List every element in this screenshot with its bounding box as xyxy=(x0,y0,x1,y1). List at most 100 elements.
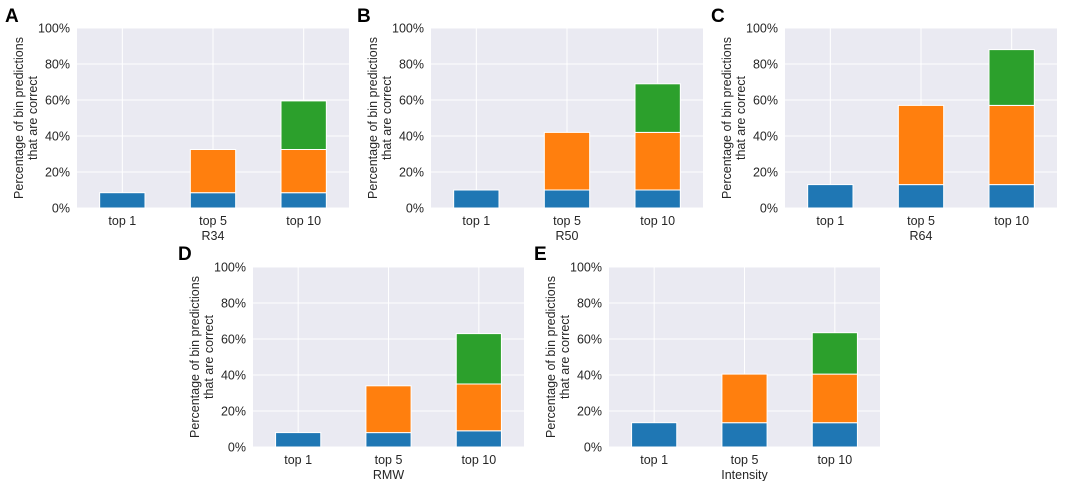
panel-e-bar-3 xyxy=(811,332,858,375)
panel-c-ylabel-line: that are correct xyxy=(734,75,748,160)
panel-b-ytick-label: 100% xyxy=(392,22,424,36)
panel-a-bar-3 xyxy=(280,100,327,150)
panel-c-bar-2 xyxy=(897,104,945,186)
panel-e-xtick-label: top 10 xyxy=(817,453,852,467)
panel-c-ytick-label: 40% xyxy=(753,130,778,144)
panel-a-ytick-label: 60% xyxy=(45,94,70,108)
panel-b-bar-1 xyxy=(634,189,681,209)
panel-b-ylabel: Percentage of bin predictionsthat are co… xyxy=(366,37,394,199)
panel-b-bar-1 xyxy=(453,189,500,209)
panel-d-bar-1 xyxy=(365,432,412,448)
panel-b-ytick-label: 60% xyxy=(399,94,424,108)
panel-e-xtick-label: top 5 xyxy=(731,453,759,467)
panel-c-bar-1 xyxy=(988,184,1035,209)
panel-e-xlabel: Intensity xyxy=(721,468,768,481)
panel-d-bar-2 xyxy=(365,385,412,434)
panel-e-bar-1 xyxy=(811,422,858,448)
panel-e-ytick-label: 0% xyxy=(584,441,602,455)
panel-c-xtick-label: top 5 xyxy=(907,214,935,228)
panel-a-xlabel: R34 xyxy=(202,229,225,243)
panel-c-bar-1 xyxy=(897,184,945,209)
panel-d-xtick-label: top 1 xyxy=(284,453,312,467)
panel-d-bar-1 xyxy=(275,432,322,448)
panel-a-ytick-label: 40% xyxy=(45,130,70,144)
panel-a-ytick-label: 80% xyxy=(45,58,70,72)
panel-a-ytick-label: 0% xyxy=(52,202,70,216)
panel-a-bar-2 xyxy=(189,149,237,194)
panel-b-bar-2 xyxy=(543,131,591,191)
panel-e-ytick-label: 60% xyxy=(577,333,602,347)
panel-a-bar-2 xyxy=(280,149,327,194)
panel-d-xlabel: RMW xyxy=(373,468,404,481)
panel-d-ylabel-line: Percentage of bin predictions xyxy=(188,276,202,438)
panel-a-ytick-label: 100% xyxy=(38,22,70,36)
panel-b-ytick-label: 0% xyxy=(406,202,424,216)
panel-a-bar-1 xyxy=(99,192,146,209)
panel-e-bar-2 xyxy=(811,373,858,424)
panel-c-ytick-label: 60% xyxy=(753,94,778,108)
panel-d-ytick-label: 20% xyxy=(221,405,246,419)
panel-d-ylabel: Percentage of bin predictionsthat are co… xyxy=(188,276,216,438)
panel-d-ytick-label: 80% xyxy=(221,297,246,311)
panel-e-bar-1 xyxy=(631,422,678,448)
panel-e-bar-2 xyxy=(721,373,768,424)
panel-c-ytick-label: 80% xyxy=(753,58,778,72)
panel-b-bar-1 xyxy=(543,189,591,209)
panel-d-ytick-label: 0% xyxy=(228,441,246,455)
panel-d-ylabel-line: that are correct xyxy=(202,314,216,399)
panel-a-xtick-label: top 1 xyxy=(108,214,136,228)
panel-e-ylabel: Percentage of bin predictionsthat are co… xyxy=(544,276,572,438)
panel-d-xtick-label: top 5 xyxy=(375,453,403,467)
panel-b-ylabel-line: that are correct xyxy=(380,75,394,160)
panel-a-ytick-label: 20% xyxy=(45,166,70,180)
panel-c-xtick-label: top 10 xyxy=(994,214,1029,228)
panel-c-ylabel: Percentage of bin predictionsthat are co… xyxy=(720,37,748,199)
panel-a-xtick-label: top 10 xyxy=(286,214,321,228)
panel-a-ylabel: Percentage of bin predictionsthat are co… xyxy=(12,37,40,199)
panel-d-bar-1 xyxy=(455,430,502,448)
panel-c-ylabel-line: Percentage of bin predictions xyxy=(720,37,734,199)
panel-a-ylabel-line: Percentage of bin predictions xyxy=(12,37,26,199)
panel-d-ytick-label: 60% xyxy=(221,333,246,347)
panel-c-xlabel: R64 xyxy=(910,229,933,243)
panel-b-letter: B xyxy=(357,6,371,27)
panel-e-letter: E xyxy=(534,244,547,265)
panel-e-ytick-label: 100% xyxy=(570,261,602,275)
panel-c-ytick-label: 20% xyxy=(753,166,778,180)
panel-e-ytick-label: 80% xyxy=(577,297,602,311)
panel-d-bar-2 xyxy=(455,383,502,432)
panel-e-ylabel-line: that are correct xyxy=(558,314,572,399)
panel-b-xtick-label: top 5 xyxy=(553,214,581,228)
panel-c-letter: C xyxy=(711,6,725,27)
panel-b-ytick-label: 80% xyxy=(399,58,424,72)
panel-d-xtick-label: top 10 xyxy=(461,453,496,467)
panel-c-ytick-label: 0% xyxy=(760,202,778,216)
panel-e-ytick-label: 40% xyxy=(577,369,602,383)
panel-d-ytick-label: 40% xyxy=(221,369,246,383)
panel-e-bar-1 xyxy=(721,422,768,448)
panel-a-bar-1 xyxy=(189,192,237,209)
panel-e-ylabel-line: Percentage of bin predictions xyxy=(544,276,558,438)
panel-c-ytick-label: 100% xyxy=(746,22,778,36)
panel-b-xtick-label: top 1 xyxy=(462,214,490,228)
panel-e-ytick-label: 20% xyxy=(577,405,602,419)
panel-b-bar-2 xyxy=(634,131,681,191)
panel-b-bar-3 xyxy=(634,83,681,133)
panel-a-xtick-label: top 5 xyxy=(199,214,227,228)
panel-c-bar-3 xyxy=(988,49,1035,106)
panel-b-xtick-label: top 10 xyxy=(640,214,675,228)
panel-d-ytick-label: 100% xyxy=(214,261,246,275)
panel-d-bar-3 xyxy=(455,333,502,385)
panel-d-letter: D xyxy=(178,244,192,265)
panel-c-bar-1 xyxy=(807,184,854,209)
panel-c-bar-2 xyxy=(988,104,1035,186)
panel-a-bar-1 xyxy=(280,192,327,209)
panel-a-ylabel-line: that are correct xyxy=(26,75,40,160)
panel-e-xtick-label: top 1 xyxy=(640,453,668,467)
panel-b-ylabel-line: Percentage of bin predictions xyxy=(366,37,380,199)
panel-b-ytick-label: 20% xyxy=(399,166,424,180)
panel-b-xlabel: R50 xyxy=(556,229,579,243)
panel-a-letter: A xyxy=(5,6,19,27)
panel-c-xtick-label: top 1 xyxy=(816,214,844,228)
